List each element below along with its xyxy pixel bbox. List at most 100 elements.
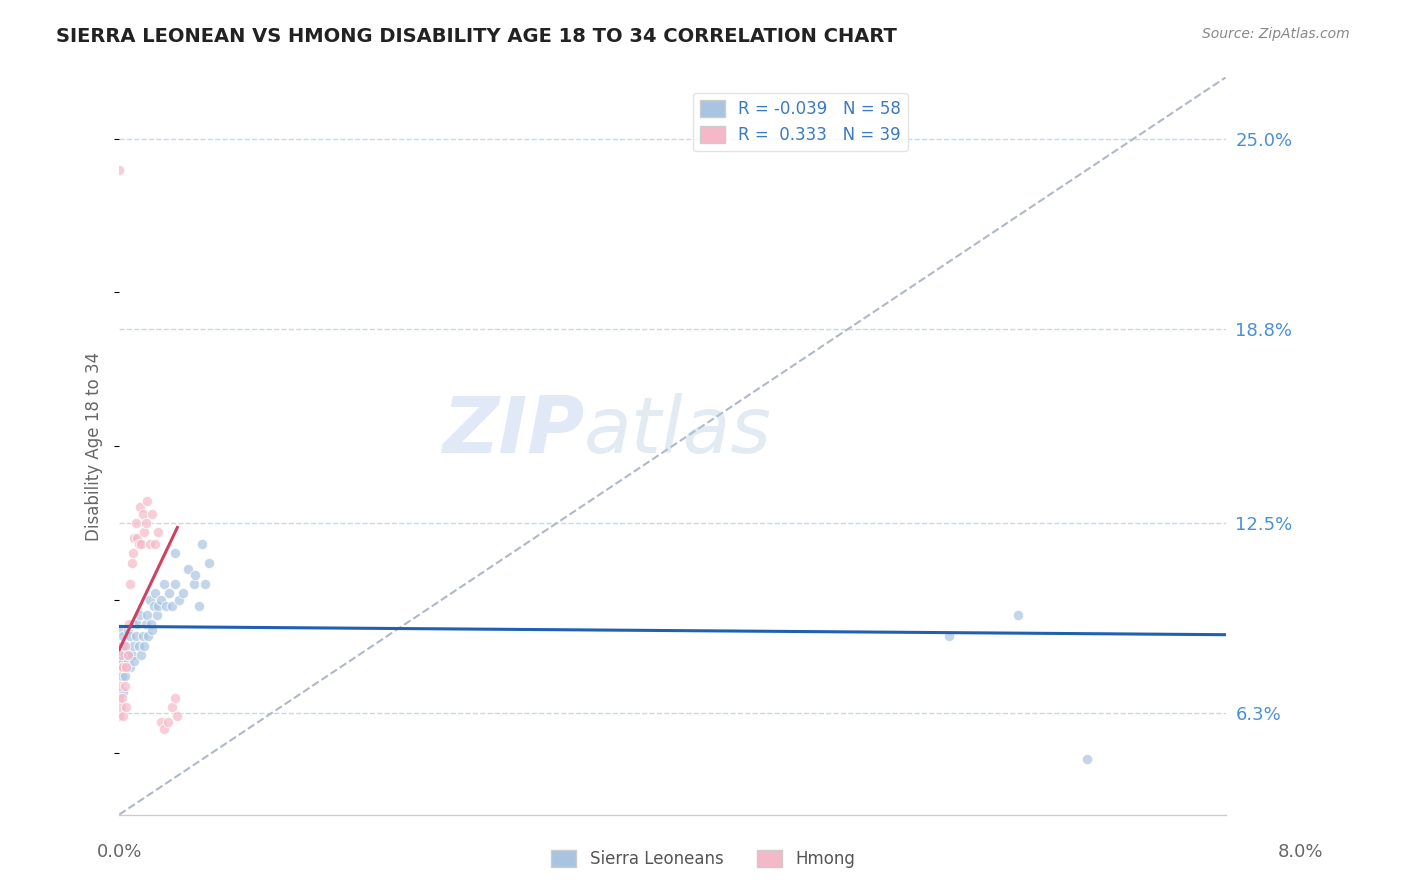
Point <box>110 700 132 714</box>
Point <box>1007 607 1029 622</box>
Point <box>114 679 136 693</box>
Point <box>115 639 138 653</box>
Point <box>108 679 131 693</box>
Text: 0.0%: 0.0% <box>97 843 142 861</box>
Point <box>136 494 159 508</box>
Point <box>191 537 214 551</box>
Point <box>198 556 221 570</box>
Point <box>172 586 194 600</box>
Point <box>120 629 142 643</box>
Point <box>114 648 136 662</box>
Point <box>143 537 166 551</box>
Point <box>129 500 152 515</box>
Point <box>128 537 150 551</box>
Point <box>115 660 138 674</box>
Legend: Sierra Leoneans, Hmong: Sierra Leoneans, Hmong <box>544 843 862 875</box>
Point <box>115 660 138 674</box>
Point <box>112 629 135 643</box>
Point <box>122 617 145 632</box>
Point <box>188 599 211 613</box>
Point <box>125 629 148 643</box>
Point <box>141 624 163 638</box>
Point <box>138 537 160 551</box>
Point <box>108 162 131 177</box>
Point <box>146 599 169 613</box>
Point <box>128 639 150 653</box>
Text: atlas: atlas <box>583 393 772 469</box>
Point <box>117 648 139 662</box>
Point <box>110 648 132 662</box>
Point <box>145 607 167 622</box>
Point <box>194 577 217 591</box>
Point <box>163 577 186 591</box>
Text: 8.0%: 8.0% <box>1278 843 1323 861</box>
Point <box>108 709 131 723</box>
Point <box>127 617 149 632</box>
Point <box>117 624 139 638</box>
Point <box>121 556 143 570</box>
Point <box>129 607 152 622</box>
Point <box>118 617 141 632</box>
Point <box>132 507 155 521</box>
Point <box>114 669 136 683</box>
Point <box>135 516 157 530</box>
Point <box>141 507 163 521</box>
Point <box>110 654 132 668</box>
Point <box>136 629 159 643</box>
Point <box>118 648 141 662</box>
Point <box>160 599 183 613</box>
Point <box>183 577 205 591</box>
Point <box>132 629 155 643</box>
Point <box>134 524 156 539</box>
Point <box>117 654 139 668</box>
Legend: R = -0.039   N = 58, R =  0.333   N = 39: R = -0.039 N = 58, R = 0.333 N = 39 <box>693 93 907 151</box>
Point <box>127 531 149 545</box>
Point <box>112 709 135 723</box>
Point <box>149 715 172 730</box>
Point <box>111 669 134 683</box>
Point <box>152 577 174 591</box>
Point <box>112 660 135 674</box>
Point <box>122 547 145 561</box>
Point <box>157 586 180 600</box>
Text: ZIP: ZIP <box>441 393 583 469</box>
Point <box>156 715 179 730</box>
Point <box>114 639 136 653</box>
Point <box>138 592 160 607</box>
Point <box>938 629 960 643</box>
Point <box>108 648 131 662</box>
Point <box>166 709 188 723</box>
Point <box>111 639 134 653</box>
Point <box>1076 752 1098 766</box>
Point <box>124 531 146 545</box>
Point <box>120 660 142 674</box>
Point <box>136 607 159 622</box>
Point <box>149 592 172 607</box>
Point <box>135 617 157 632</box>
Point <box>108 690 131 705</box>
Point <box>134 639 156 653</box>
Point <box>131 648 153 662</box>
Point <box>131 537 153 551</box>
Point <box>120 577 142 591</box>
Point <box>115 700 138 714</box>
Y-axis label: Disability Age 18 to 34: Disability Age 18 to 34 <box>86 351 103 541</box>
Point <box>108 624 131 638</box>
Point <box>163 547 186 561</box>
Point <box>139 617 162 632</box>
Point <box>124 654 146 668</box>
Point <box>167 592 190 607</box>
Point <box>163 690 186 705</box>
Point <box>184 568 207 582</box>
Point <box>108 660 131 674</box>
Point <box>111 660 134 674</box>
Point <box>121 648 143 662</box>
Point <box>146 524 169 539</box>
Point <box>111 690 134 705</box>
Point <box>122 639 145 653</box>
Point <box>177 562 200 576</box>
Text: Source: ZipAtlas.com: Source: ZipAtlas.com <box>1202 27 1350 41</box>
Point <box>112 684 135 698</box>
Point <box>155 599 177 613</box>
Point <box>112 654 135 668</box>
